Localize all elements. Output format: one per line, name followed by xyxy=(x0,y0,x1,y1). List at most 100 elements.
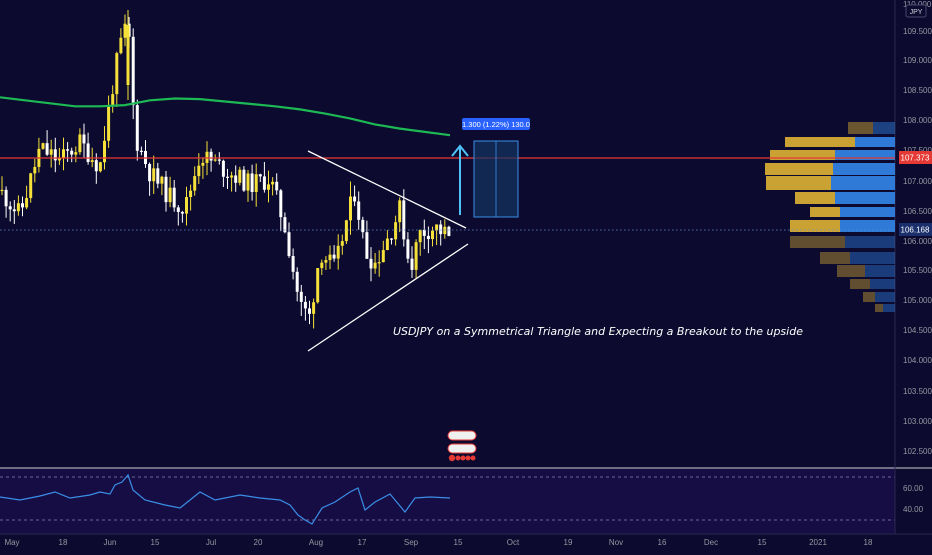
target-arrow-icon[interactable] xyxy=(451,144,469,215)
symbol-badge[interactable] xyxy=(905,4,927,18)
candle-body xyxy=(365,232,369,259)
price-axis-label: 108.000 xyxy=(903,116,932,125)
candle-body xyxy=(135,105,139,151)
time-axis-label: 18 xyxy=(864,538,873,547)
candle-body xyxy=(86,143,90,163)
candle-body xyxy=(394,222,398,240)
candle-body xyxy=(148,164,152,182)
time-axis[interactable]: May 18 Jun 15 Jul 20 Aug 17 Sep 15 Oct 19 Nov 16 Dec 15… xyxy=(4,538,873,547)
volume-bar-up xyxy=(840,220,895,232)
candle-body xyxy=(221,160,225,177)
current-price: 106.168 xyxy=(901,226,930,235)
candle-body xyxy=(111,94,115,106)
volume-bar-up xyxy=(883,304,895,312)
candle-body xyxy=(336,245,340,259)
volume-bar-down xyxy=(765,163,833,175)
candle-body xyxy=(197,165,201,177)
time-axis-label: Oct xyxy=(507,538,520,547)
candle-body xyxy=(168,187,172,203)
candle-body xyxy=(115,53,119,95)
volume-bar-down xyxy=(850,279,870,289)
candle-body xyxy=(21,203,24,208)
candle-body xyxy=(410,258,414,270)
candle-body xyxy=(238,169,242,183)
price-axis-label: 103.500 xyxy=(903,387,932,396)
time-axis-label: 15 xyxy=(454,538,463,547)
time-axis-label: Dec xyxy=(704,538,718,547)
time-axis-label: 18 xyxy=(59,538,68,547)
candle-body xyxy=(126,25,130,85)
candle-body xyxy=(33,166,37,174)
volume-bar-up xyxy=(850,252,895,264)
volume-bar-up xyxy=(835,192,895,204)
price-axis-label: 109.500 xyxy=(903,27,932,36)
price-axis-label: 104.500 xyxy=(903,326,932,335)
candle-body xyxy=(418,229,422,243)
volume-bar-down xyxy=(790,220,840,232)
candle-body xyxy=(426,235,430,240)
price-axis-label: 104.000 xyxy=(903,356,932,365)
candle-body xyxy=(193,176,197,191)
rsi-axis-label-40: 40.00 xyxy=(903,505,924,514)
candle-body xyxy=(291,255,295,272)
candle-body xyxy=(160,176,164,184)
triangle-lower-trendline[interactable] xyxy=(307,243,469,352)
rsi-pane xyxy=(0,468,895,534)
candle-body xyxy=(250,173,254,193)
event-badges[interactable] xyxy=(447,430,477,462)
price-axis-label: 102.500 xyxy=(903,447,932,456)
candle-body xyxy=(254,174,258,193)
candle-body xyxy=(226,176,229,178)
candle-body xyxy=(119,37,123,54)
candle-body xyxy=(156,168,160,184)
candle-body xyxy=(443,226,447,235)
candle-body xyxy=(262,176,266,190)
candle-body xyxy=(185,197,188,214)
candle-body xyxy=(431,230,434,240)
triangle-upper-trendline[interactable] xyxy=(307,150,467,229)
candle-body xyxy=(258,174,262,177)
candle-body xyxy=(324,260,328,263)
candle-body xyxy=(78,134,82,153)
candle-body xyxy=(242,169,246,191)
candle-body xyxy=(279,190,283,218)
candle-body xyxy=(328,254,332,261)
candle-body xyxy=(4,189,8,207)
candle-body xyxy=(422,229,426,236)
volume-bar-up xyxy=(855,137,895,147)
time-axis-label: 15 xyxy=(758,538,767,547)
candle-body xyxy=(0,189,4,192)
rsi-axis-label-60: 60.00 xyxy=(903,484,924,493)
volume-bar-up xyxy=(831,176,895,190)
candle-body xyxy=(299,291,303,302)
candle-body xyxy=(271,181,275,185)
time-axis-label: Jun xyxy=(104,538,117,547)
candle-body xyxy=(103,140,106,163)
candle-body xyxy=(303,301,307,309)
candle-body xyxy=(230,175,234,178)
candle-body xyxy=(29,173,33,198)
resistance-price-badge xyxy=(899,151,932,164)
measure-label-box xyxy=(462,118,530,130)
candle-body xyxy=(390,238,393,240)
candle-body xyxy=(312,302,316,314)
candle-body xyxy=(41,143,45,149)
candle-body xyxy=(189,190,193,198)
candle-body xyxy=(8,206,12,210)
candle-body xyxy=(217,159,221,161)
flag-icon xyxy=(448,454,456,462)
candle-body xyxy=(439,224,443,235)
chart-annotation[interactable]: USDJPY on a Symmetrical Triangle and Exp… xyxy=(393,325,803,338)
price-axis-label: 107.500 xyxy=(903,146,932,155)
candle-body xyxy=(201,162,205,166)
time-axis-label: 15 xyxy=(151,538,160,547)
price-axis-label: 108.500 xyxy=(903,86,932,95)
candle-body xyxy=(344,220,348,242)
candle-body xyxy=(287,232,291,256)
candle-body xyxy=(361,219,365,233)
candle-body xyxy=(316,268,320,303)
volume-bar-down xyxy=(820,252,850,264)
volume-profile xyxy=(765,122,895,312)
